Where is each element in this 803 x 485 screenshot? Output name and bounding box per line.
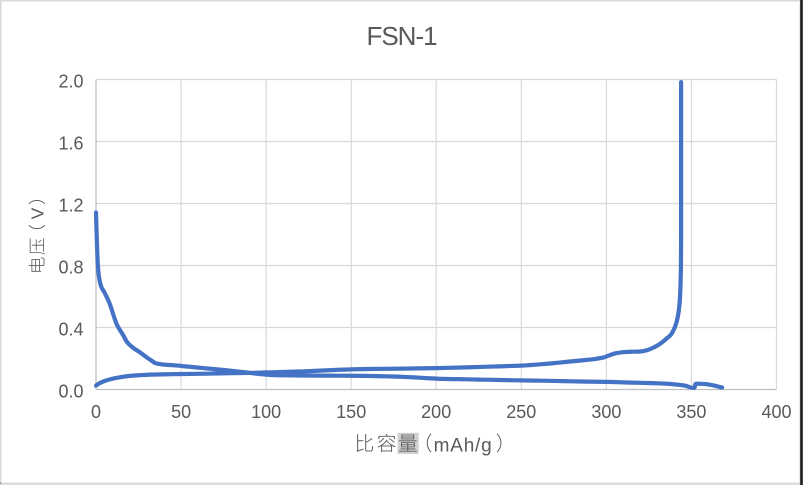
svg-text:0.8: 0.8 (58, 258, 83, 278)
svg-text:0: 0 (91, 402, 101, 422)
svg-text:300: 300 (591, 402, 621, 422)
svg-text:0.0: 0.0 (58, 382, 83, 402)
svg-text:250: 250 (506, 402, 536, 422)
svg-text:1.2: 1.2 (58, 196, 83, 216)
svg-text:50: 50 (171, 402, 191, 422)
svg-text:2.0: 2.0 (58, 72, 83, 92)
svg-text:350: 350 (676, 402, 706, 422)
svg-text:V: V (28, 207, 48, 219)
svg-text:FSN-1: FSN-1 (366, 21, 437, 51)
svg-text:200: 200 (421, 402, 451, 422)
svg-text:150: 150 (336, 402, 366, 422)
svg-text:1.6: 1.6 (58, 134, 83, 154)
svg-text:100: 100 (251, 402, 281, 422)
svg-text:mAh/g: mAh/g (434, 435, 493, 456)
svg-text:0.4: 0.4 (58, 320, 83, 340)
svg-text:400: 400 (761, 402, 791, 422)
